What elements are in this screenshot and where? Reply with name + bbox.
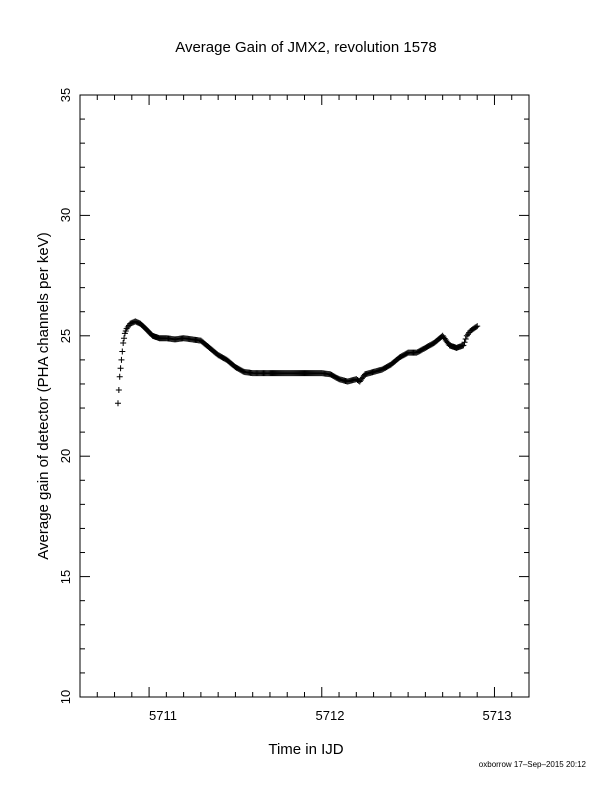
x-axis-label: Time in IJD	[268, 741, 343, 758]
data-point	[115, 386, 122, 393]
data-point	[460, 342, 467, 349]
y-axis-ticks	[80, 94, 529, 698]
data-point	[121, 335, 128, 342]
data-point	[116, 373, 123, 380]
footer-timestamp: oxborrow 17–Sep–2015 20:12	[479, 760, 587, 769]
data-point	[474, 323, 481, 330]
x-tick-label-5712: 5712	[316, 708, 345, 723]
y-tick-label-20: 20	[58, 449, 73, 463]
y-tick-label-10: 10	[58, 690, 73, 704]
y-tick-label-25: 25	[58, 329, 73, 343]
data-point	[118, 356, 125, 363]
y-tick-label-15: 15	[58, 570, 73, 584]
plot-frame	[79, 94, 530, 698]
data-point	[462, 336, 469, 343]
y-tick-label-35: 35	[58, 88, 73, 102]
x-tick-label-5713: 5713	[483, 708, 512, 723]
chart-title: Average Gain of JMX2, revolution 1578	[175, 39, 437, 56]
x-tick-label-5711: 5711	[149, 708, 177, 723]
data-point	[114, 400, 121, 407]
data-point	[117, 365, 124, 372]
data-point	[120, 340, 127, 347]
data-series	[114, 318, 481, 407]
data-point	[119, 348, 126, 355]
data-point	[473, 323, 480, 330]
data-point	[461, 339, 468, 346]
x-axis-ticks	[79, 95, 530, 697]
y-axis-label: Average gain of detector (PHA channels p…	[35, 232, 52, 559]
y-tick-label-30: 30	[58, 208, 73, 222]
